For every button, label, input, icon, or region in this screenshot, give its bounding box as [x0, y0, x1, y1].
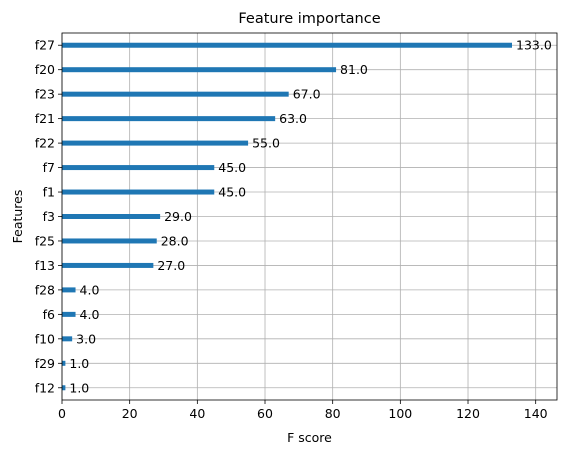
y-axis-ticks: f27 f20 f23 f21 f22 f7 f1 f3 f25 f13 f28 f6 f10 f29 f1…: [35, 38, 62, 395]
y-tick-label: f6: [43, 307, 55, 322]
y-tick-label: f13: [35, 258, 55, 273]
value-label: 55.0: [252, 136, 280, 151]
y-tick-label: f12: [35, 380, 55, 395]
value-label: 29.0: [164, 209, 192, 224]
bar-f25: [62, 238, 157, 244]
bar-f22: [62, 140, 249, 146]
bar-f21: [62, 116, 276, 122]
y-tick-label: f7: [43, 160, 55, 175]
bar-f13: [62, 262, 154, 268]
value-label: 63.0: [279, 111, 307, 126]
value-label: 27.0: [157, 258, 185, 273]
y-tick-label: f1: [43, 185, 55, 200]
bar-f27: [62, 42, 512, 48]
x-tick-label: 80: [325, 406, 341, 421]
value-label: 1.0: [69, 356, 89, 371]
y-tick-label: f3: [43, 209, 55, 224]
x-tick-label: 120: [456, 406, 480, 421]
x-tick-label: 100: [388, 406, 412, 421]
bar-f28: [62, 287, 76, 293]
x-axis-label: F score: [287, 430, 332, 445]
value-label: 45.0: [218, 160, 246, 175]
y-tick-label: f25: [35, 233, 55, 248]
y-tick-label: f10: [35, 331, 55, 346]
bar-f7: [62, 165, 215, 171]
x-axis-ticks: 0 20 40 60 80 100 120 140: [58, 400, 548, 421]
value-label: 133.0: [516, 38, 552, 53]
bar-f3: [62, 214, 161, 219]
chart-title: Feature importance: [238, 11, 380, 27]
x-tick-label: 140: [524, 406, 548, 421]
x-tick-label: 0: [58, 406, 66, 421]
bar-f6: [62, 311, 76, 317]
y-tick-label: f23: [35, 87, 55, 102]
x-tick-label: 20: [122, 406, 138, 421]
y-tick-label: f28: [35, 282, 55, 297]
bar-f1: [62, 189, 215, 195]
y-tick-label: f21: [35, 111, 55, 126]
value-label: 4.0: [80, 282, 100, 297]
y-tick-label: f29: [35, 356, 55, 371]
value-label: 28.0: [161, 233, 189, 248]
value-label: 81.0: [340, 62, 368, 77]
bar-f29: [62, 360, 66, 366]
x-tick-label: 40: [189, 406, 205, 421]
bar-f10: [62, 336, 73, 342]
value-labels: 133.0 81.0 67.0 63.0 55.0 45.0 45.0 29.0 28.0 27.…: [69, 38, 551, 396]
value-label: 3.0: [76, 331, 96, 346]
y-axis-label: Features: [10, 190, 25, 244]
y-tick-label: f22: [35, 136, 55, 151]
value-label: 67.0: [293, 87, 321, 102]
bars: [62, 42, 512, 391]
bar-f12: [62, 385, 66, 391]
value-label: 4.0: [80, 307, 100, 322]
x-tick-label: 60: [257, 406, 273, 421]
bar-f20: [62, 67, 337, 73]
value-label: 45.0: [218, 185, 246, 200]
bar-f23: [62, 91, 289, 97]
value-label: 1.0: [69, 380, 89, 395]
y-tick-label: f27: [35, 38, 55, 53]
y-tick-label: f20: [35, 62, 55, 77]
